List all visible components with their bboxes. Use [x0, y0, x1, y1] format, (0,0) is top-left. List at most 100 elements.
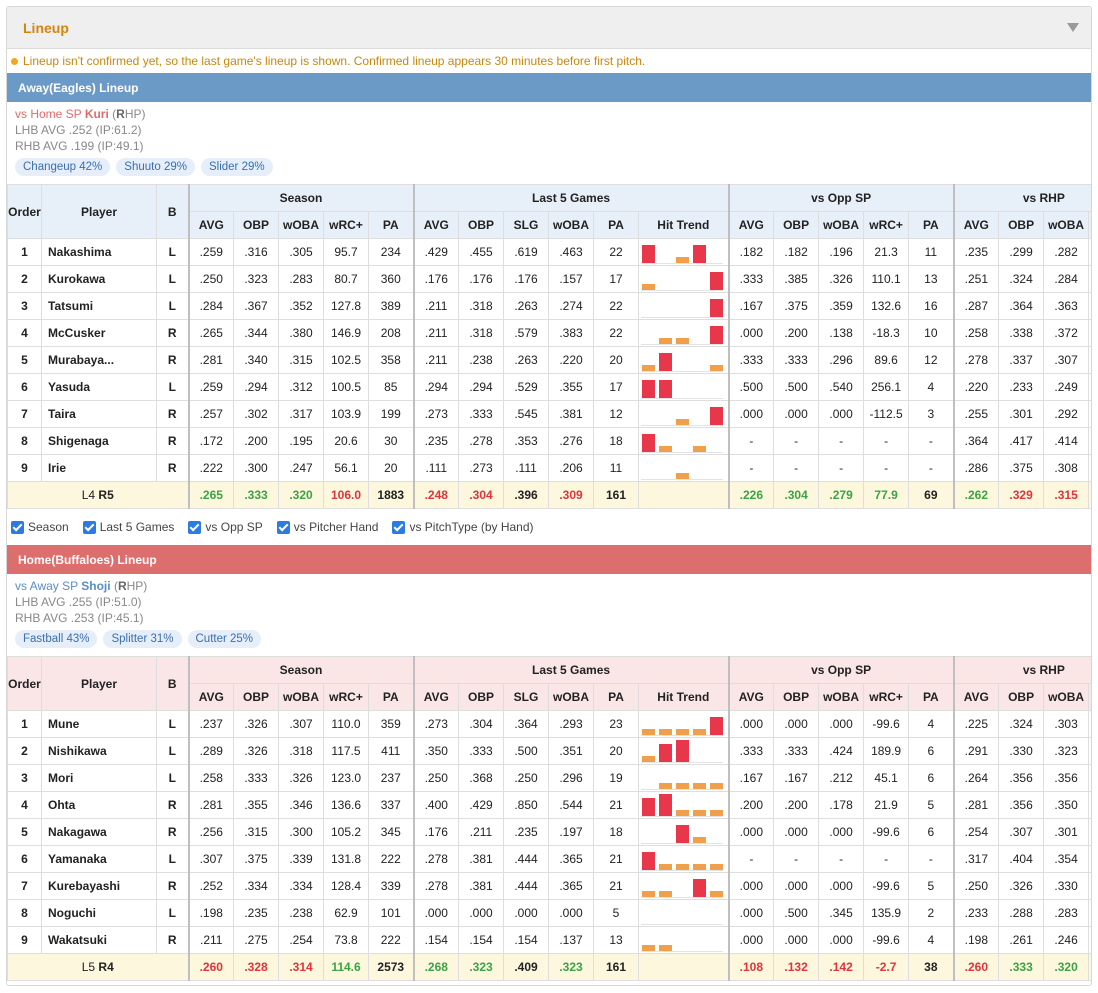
table-row[interactable]: 4 McCusker R .265.344.380 146.9 208.211.318.5… — [7, 319, 1091, 347]
checkbox-checked-icon[interactable] — [276, 520, 290, 534]
vs-opp-sp-stat: .500 — [773, 373, 820, 401]
filter-vs-pitchtype[interactable]: vs PitchType (by Hand) — [392, 520, 534, 534]
total-last5-stat: .268 — [412, 953, 459, 981]
season-stat: .289 — [187, 737, 234, 765]
last5-stat: .137 — [548, 926, 594, 954]
hit-trend-bar — [676, 257, 689, 263]
table-row[interactable]: 1 Mune L .237.326.307 110.0 359.273.304.364.2… — [7, 710, 1091, 738]
last5-stat: .278 — [412, 872, 459, 900]
col-season-stat: PA — [368, 211, 414, 239]
vs-opp-sp-stat: .000 — [773, 710, 820, 738]
vs-hand-stat: .317 — [952, 845, 1000, 873]
col-last5-stat: OBP — [458, 211, 504, 239]
checkbox-checked-icon[interactable] — [11, 520, 24, 534]
vs-hand-stat: 170.1 — [1088, 427, 1091, 455]
notice-dot-icon — [11, 57, 18, 65]
vs-hand-stat: .308 — [1043, 454, 1090, 482]
hit-trend-bar — [710, 272, 723, 290]
checkbox-checked-icon[interactable] — [82, 520, 96, 534]
last5-stat: .154 — [458, 926, 504, 954]
vs-hand-stat: .330 — [998, 737, 1045, 765]
last5-stat: .333 — [458, 400, 504, 428]
hit-trend-bar — [642, 245, 655, 263]
panel-header[interactable]: Lineup — [7, 7, 1091, 49]
vs-opp-sp-stat: -99.6 — [863, 926, 910, 954]
vs-hand-stat: .350 — [1043, 791, 1090, 819]
vs-opp-sp-stat: .200 — [773, 319, 820, 347]
panel-title: Lineup — [23, 19, 69, 36]
collapse-triangle-icon[interactable] — [1067, 23, 1079, 32]
season-stat: .172 — [187, 427, 234, 455]
vs-opp-sp-stat: 4 — [908, 926, 955, 954]
last5-stat: .274 — [548, 292, 594, 320]
hit-trend-bar — [659, 891, 672, 897]
table-row[interactable]: 5 Nakagawa R .256.315.300 105.2 345.176.211.2… — [7, 818, 1091, 846]
table-row[interactable]: 3 Tatsumi L .284.367.352 127.8 389.211.318.26… — [7, 292, 1091, 320]
season-stat: .355 — [233, 791, 279, 819]
home-pitch-tags: Fastball 43% Splitter 31% Cutter 25% — [15, 630, 1083, 648]
hit-trend-cell — [637, 346, 730, 374]
hit-trend-bar — [642, 756, 655, 762]
season-stat: .198 — [187, 899, 234, 927]
season-stat: .294 — [233, 373, 279, 401]
last5-stat: .500 — [503, 737, 549, 765]
table-row[interactable]: 2 Kurokawa L .250.323.283 80.7 360.176.176.17… — [7, 265, 1091, 293]
vs-opp-sp-stat: -99.6 — [863, 710, 910, 738]
hit-trend-bar — [642, 380, 655, 398]
hit-trend-bar — [693, 446, 706, 452]
vs-opp-sp-stat: - — [727, 427, 775, 455]
table-row[interactable]: 4 Ohta R .281.355.346 136.6 337.400.429.850.5… — [7, 791, 1091, 819]
away-sp-pitcher-name[interactable]: Kuri — [84, 107, 109, 121]
hit-trend-bar — [693, 837, 706, 843]
hit-trend-chart — [641, 924, 723, 925]
group-vs-opp-sp: vs Opp SP — [727, 656, 955, 684]
table-row[interactable]: 7 Taira R .257.302.317 103.9 199.273.333.545.… — [7, 400, 1091, 428]
filter-season[interactable]: Season — [11, 520, 69, 534]
last5-stat: .211 — [412, 292, 459, 320]
filter-vs-opp-sp[interactable]: vs Opp SP — [188, 520, 263, 534]
vs-hand-stat: .417 — [998, 427, 1045, 455]
table-row[interactable]: 2 Nishikawa L .289.326.318 117.5 411.350.333.… — [7, 737, 1091, 765]
filter-last5[interactable]: Last 5 Games — [82, 520, 174, 534]
checkbox-checked-icon[interactable] — [392, 520, 406, 534]
table-row[interactable]: 8 Noguchi L .198.235.238 62.9 101.000.000.000… — [7, 899, 1091, 927]
bat-side: R — [156, 319, 189, 347]
hit-trend-bar — [642, 852, 655, 870]
col-opp-stat: AVG — [727, 683, 775, 711]
vs-opp-sp-stat: 10 — [908, 319, 955, 347]
col-season-stat: AVG — [187, 683, 234, 711]
season-stat: .302 — [233, 400, 279, 428]
col-player: Player — [41, 656, 157, 711]
hit-trend-cell — [637, 845, 730, 873]
table-row[interactable]: 6 Yamanaka L .307.375.339 131.8 222.278.381.4… — [7, 845, 1091, 873]
hit-trend-bar — [659, 744, 672, 762]
table-row[interactable]: 7 Kurebayashi R .252.334.334 128.4 339.278.38… — [7, 872, 1091, 900]
table-row[interactable]: 1 Nakashima L .259.316.305 95.7 234.429.455.6… — [7, 238, 1091, 266]
home-sp-pitcher-name[interactable]: Shoji — [81, 579, 111, 593]
vs-opp-sp-stat: .333 — [727, 265, 775, 293]
vs-opp-sp-stat: .196 — [818, 238, 865, 266]
table-row[interactable]: 9 Irie R .222.300.247 56.1 20.111.273.111.206… — [7, 454, 1091, 482]
vs-opp-sp-stat: 6 — [908, 764, 955, 792]
last5-stat: .273 — [412, 710, 459, 738]
checkbox-checked-icon[interactable] — [188, 520, 202, 534]
table-row[interactable]: 5 Murabaya... R .281.340.315 102.5 358.211.23… — [7, 346, 1091, 374]
season-stat: .258 — [187, 764, 234, 792]
last5-stat: .273 — [458, 454, 504, 482]
home-sp-line: vs Away SP Shoji (RHP) — [15, 578, 1083, 594]
season-stat: 411 — [368, 737, 414, 765]
away-sp-hand-letter: R — [116, 107, 125, 121]
table-row[interactable]: 3 Mori L .258.333.326 123.0 237.250.368.250.2… — [7, 764, 1091, 792]
season-stat: 20 — [368, 454, 414, 482]
vs-hand-stat: .254 — [952, 818, 1000, 846]
hit-trend-cell — [637, 265, 730, 293]
table-row[interactable]: 9 Wakatsuki R .211.275.254 73.8 222.154.154.1… — [7, 926, 1091, 954]
group-season: Season — [187, 184, 414, 212]
last5-stat: .444 — [503, 872, 549, 900]
col-last5-stat: wOBA — [548, 683, 594, 711]
table-row[interactable]: 8 Shigenaga R .172.200.195 20.6 30.235.278.35… — [7, 427, 1091, 455]
last5-stat: .318 — [458, 292, 504, 320]
group-vs-hand: vs RHP — [952, 656, 1091, 684]
filter-vs-pitcher-hand[interactable]: vs Pitcher Hand — [276, 520, 378, 534]
table-row[interactable]: 6 Yasuda L .259.294.312 100.5 85.294.294.529.… — [7, 373, 1091, 401]
